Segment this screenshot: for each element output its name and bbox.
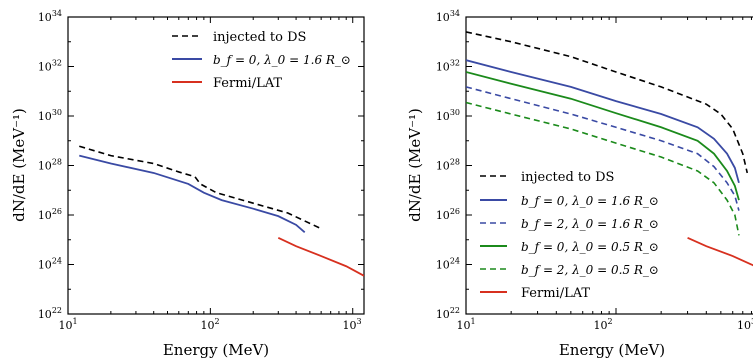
right-x-axis-title: Energy (MeV): [559, 341, 665, 359]
left-series-line-1: [79, 154, 306, 233]
right-series-lines: [466, 31, 753, 267]
right-y-tick-label: 1024: [436, 257, 460, 272]
right-x-tick-labels: 101 102 103: [456, 317, 753, 332]
right-y-tick-labels: 1022 1024 1026 1028 1030 1032 1034: [436, 9, 460, 321]
left-legend-label-blue: b_f = 0, λ_0 = 1.6 R_⊙: [213, 53, 351, 67]
left-legend: injected to DS b_f = 0, λ_0 = 1.6 R_⊙ Fe…: [172, 30, 351, 91]
right-legend-label-green-dashed: b_f = 2, λ_0 = 0.5 R_⊙: [521, 263, 659, 277]
right-y-tick-label: 1022: [436, 306, 460, 321]
right-x-tick-label: 102: [593, 317, 612, 332]
right-x-tick-label: 101: [456, 317, 475, 332]
left-legend-label-injected: injected to DS: [213, 30, 306, 45]
left-series-line-2: [277, 236, 364, 277]
left-y-tick-label: 1028: [38, 158, 62, 173]
right-y-tick-label: 1026: [436, 207, 460, 222]
left-y-tick-label: 1032: [38, 59, 62, 74]
left-y-tick-label: 1026: [38, 207, 62, 222]
right-legend: injected to DS b_f = 0, λ_0 = 1.6 R_⊙ b_…: [480, 170, 659, 301]
right-legend-label-injected: injected to DS: [521, 170, 614, 185]
left-tick-marks: [67, 16, 364, 315]
left-chart: 1022 1024 1026 1028 1030 1032 1034 101 1…: [10, 9, 365, 359]
right-legend-label-blue-solid: b_f = 0, λ_0 = 1.6 R_⊙: [521, 194, 659, 208]
right-series-line-5: [687, 236, 753, 267]
left-x-tick-labels: 101 102 103: [58, 317, 361, 332]
right-series-line-1: [466, 59, 740, 184]
right-chart: 1022 1024 1026 1028 1030 1032 1034 101 1…: [406, 9, 753, 359]
right-series-line-0: [466, 31, 749, 174]
left-y-tick-label: 1022: [38, 306, 62, 321]
left-x-tick-label: 103: [342, 317, 361, 332]
left-x-tick-label: 102: [200, 317, 219, 332]
right-y-axis-title: dN/dE (MeV⁻¹): [406, 108, 424, 222]
right-legend-label-green-solid: b_f = 0, λ_0 = 0.5 R_⊙: [521, 240, 659, 254]
left-y-axis-title: dN/dE (MeV⁻¹): [10, 108, 28, 222]
right-tick-marks: [465, 16, 752, 315]
right-series-line-4: [466, 101, 740, 236]
right-series-line-2: [466, 86, 740, 211]
left-series-lines: [79, 145, 364, 277]
right-legend-label-blue-dashed: b_f = 2, λ_0 = 1.6 R_⊙: [521, 217, 659, 231]
right-y-tick-label: 1030: [436, 108, 460, 123]
left-y-tick-label: 1024: [38, 257, 62, 272]
left-y-tick-labels: 1022 1024 1026 1028 1030 1032 1034: [38, 9, 62, 321]
left-x-tick-label: 101: [58, 317, 77, 332]
left-y-tick-label: 1030: [38, 108, 62, 123]
right-legend-label-fermi: Fermi/LAT: [521, 286, 590, 301]
right-y-tick-label: 1028: [436, 158, 460, 173]
left-legend-label-fermi: Fermi/LAT: [213, 76, 282, 91]
left-x-axis-title: Energy (MeV): [163, 341, 269, 359]
left-series-line-0: [79, 145, 322, 230]
right-x-tick-label: 103: [737, 317, 753, 332]
right-series-line-3: [466, 71, 740, 201]
right-y-tick-label: 1032: [436, 59, 460, 74]
left-y-tick-label: 1034: [38, 9, 62, 24]
right-y-tick-label: 1034: [436, 9, 460, 24]
